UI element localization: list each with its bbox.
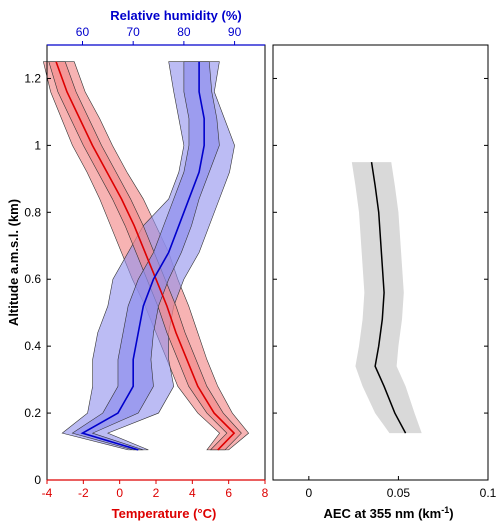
humidity-tick-label: 80 [177,25,191,39]
aec-axis-title-sup: -1 [441,505,449,515]
aec-axis-title-close: ) [449,506,453,521]
y-tick-label: 1.2 [24,71,41,85]
temperature-tick-label: 2 [153,486,160,500]
temperature-tick-label: 4 [189,486,196,500]
humidity-line [80,61,205,451]
y-tick-label: 0 [34,473,41,487]
humidity-tick-label: 60 [76,25,90,39]
y-tick-label: 1 [34,138,41,152]
aec-line [370,162,407,434]
temperature-tick-label: -2 [78,486,89,500]
temperature-line [55,61,236,451]
humidity-inner-band [71,61,220,451]
temperature-axis-title: Temperature (°C) [112,506,217,521]
aec-axis-title-main: AEC at 355 nm (km [323,506,441,521]
right-panel: 0 0.05 0.1 AEC at 355 nm (km-1) [272,44,497,521]
y-tick-label: 0.4 [24,339,41,353]
humidity-tick-label: 70 [127,25,141,39]
temperature-tick-label: 8 [262,486,269,500]
temperature-tick-label: 6 [225,486,232,500]
y-tick-label: 0.8 [24,205,41,219]
humidity-axis-title: Relative humidity (%) [110,8,241,23]
aec-tick-label: 0 [305,486,312,500]
y-axis-title: Altitude a.m.s.l. (km) [6,199,21,326]
aec-tick-label: 0.05 [387,486,411,500]
temperature-tick-label: 0 [116,486,123,500]
y-tick-label: 0.6 [24,272,41,286]
temperature-tick-label: -4 [42,486,53,500]
temperature-inner-band [48,61,242,451]
aec-axis-title: AEC at 355 nm (km-1) [323,505,453,521]
aec-band [351,162,422,434]
right-plot-frame [272,44,489,481]
aec-tick-label: 0.1 [480,486,497,500]
y-tick-label: 0.2 [24,406,41,420]
left-panel: 0 0.2 0.4 0.6 0.8 1 1.2 -4 -2 0 2 4 6 8 60 70 80 90 Alt… [6,8,269,521]
humidity-tick-label: 90 [228,25,242,39]
